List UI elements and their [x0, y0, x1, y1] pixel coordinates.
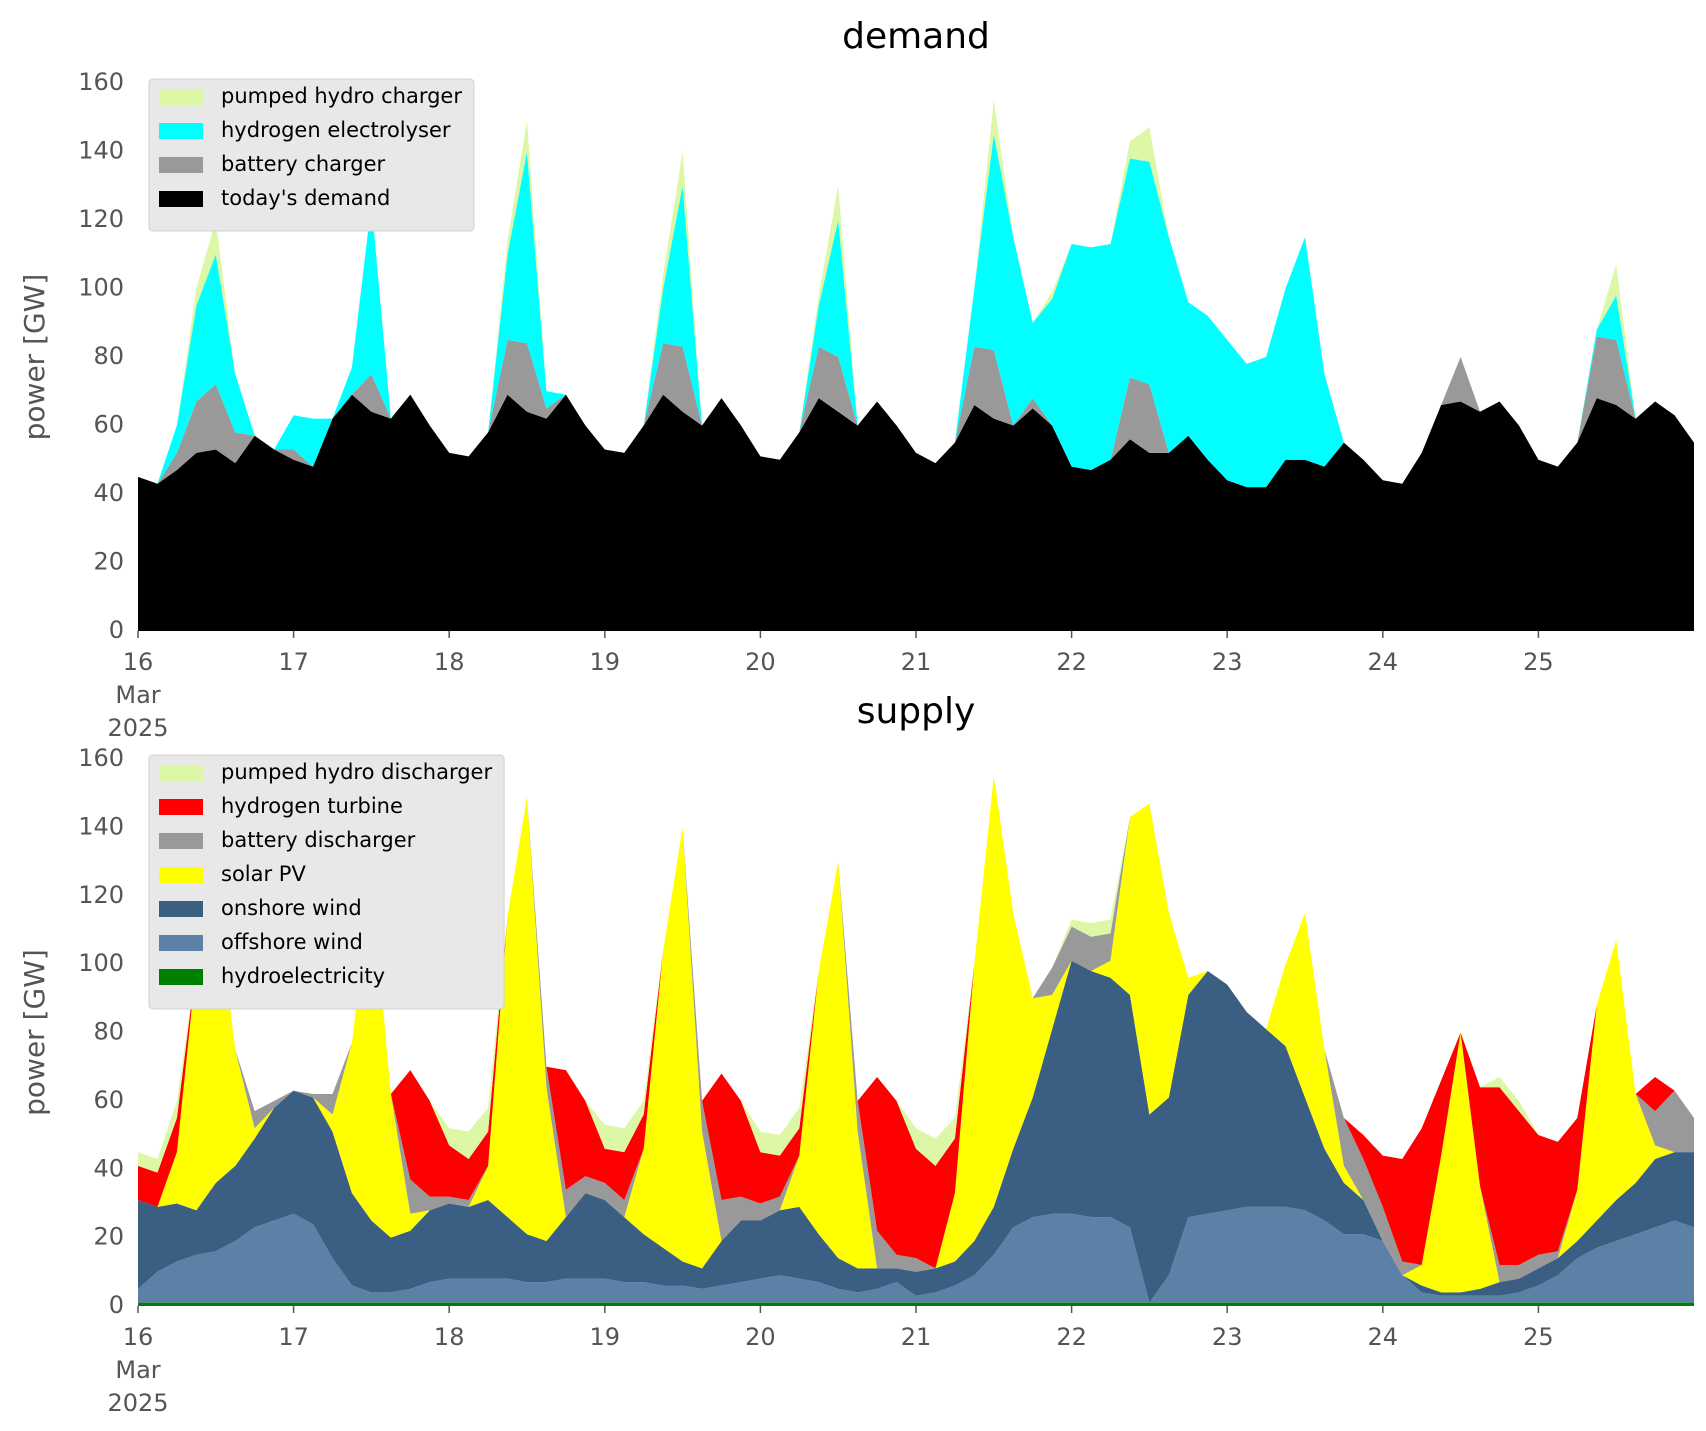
y-tick-label: 80 — [93, 342, 124, 370]
y-tick-label: 140 — [78, 812, 124, 840]
y-tick-label: 160 — [78, 744, 124, 772]
legend-label: offshore wind — [221, 930, 363, 954]
tick-label-line: 18 — [434, 1323, 465, 1351]
y-tick-label: 140 — [78, 137, 124, 165]
y-tick-label: 60 — [93, 411, 124, 439]
y-tick-label: 40 — [93, 479, 124, 507]
legend-label: today's demand — [221, 186, 390, 210]
tick-label-line: 2025 — [107, 1389, 168, 1417]
tick-label-line: 23 — [1212, 1323, 1243, 1351]
x-tick-label: 23 — [1212, 648, 1243, 676]
x-tick-label: 24 — [1368, 648, 1399, 676]
y-tick-label: 80 — [93, 1018, 124, 1046]
tick-label-line: 18 — [434, 648, 465, 676]
x-tick-label: 22 — [1056, 648, 1087, 676]
y-tick-label: 40 — [93, 1154, 124, 1182]
area — [138, 336, 1694, 488]
x-tick-label: 24 — [1368, 1323, 1399, 1351]
legend-box — [148, 78, 475, 232]
tick-label-line: 25 — [1523, 648, 1554, 676]
tick-label-line: 19 — [590, 648, 621, 676]
legend-swatch — [159, 191, 203, 207]
y-tick-label: 0 — [109, 1291, 124, 1319]
tick-label-line: 24 — [1368, 1323, 1399, 1351]
x-tick-label: 19 — [590, 1323, 621, 1351]
tick-label-line: 22 — [1056, 648, 1087, 676]
area — [138, 394, 1694, 631]
y-axis-label: power [GW] — [18, 949, 51, 1116]
legend-swatch — [159, 157, 203, 173]
legend-swatch — [159, 799, 203, 815]
legend-label: solar PV — [221, 862, 306, 886]
tick-label-line: 23 — [1212, 648, 1243, 676]
x-tick-label: 20 — [745, 1323, 776, 1351]
legend-swatch — [159, 833, 203, 849]
y-tick-label: 160 — [78, 68, 124, 96]
y-tick-label: 120 — [78, 205, 124, 233]
chart-title: demand — [842, 16, 990, 57]
x-tick-label: 16 Mar 2025 — [107, 648, 168, 742]
x-tick-label: 17 — [278, 648, 309, 676]
y-tick-label: 120 — [78, 881, 124, 909]
legend-swatch — [159, 935, 203, 951]
tick-label-line: Mar — [115, 681, 160, 709]
x-tick-label: 17 — [278, 1323, 309, 1351]
legend-swatch — [159, 901, 203, 917]
legend-swatch — [159, 765, 203, 781]
legend-label: battery discharger — [221, 828, 416, 852]
area — [138, 134, 1694, 488]
legend-label: onshore wind — [221, 896, 362, 920]
y-tick-label: 60 — [93, 1086, 124, 1114]
x-tick-label: 18 — [434, 648, 465, 676]
tick-label-line: Mar — [115, 1356, 160, 1384]
x-tick-label: 18 — [434, 1323, 465, 1351]
chart-title: supply — [857, 691, 976, 732]
x-tick-label: 21 — [901, 1323, 932, 1351]
legend-label: hydroelectricity — [221, 964, 385, 988]
tick-label-line: 21 — [901, 648, 932, 676]
y-tick-label: 20 — [93, 1223, 124, 1251]
area — [138, 1206, 1694, 1303]
legend-label: pumped hydro discharger — [221, 760, 492, 784]
tick-label-line: 21 — [901, 1323, 932, 1351]
tick-label-line: 20 — [745, 1323, 776, 1351]
tick-label-line: 16 — [123, 1323, 154, 1351]
tick-label-line: 17 — [278, 1323, 309, 1351]
x-tick-label: 23 — [1212, 1323, 1243, 1351]
tick-label-line: 20 — [745, 648, 776, 676]
legend-label: pumped hydro charger — [221, 84, 462, 108]
legend-swatch — [159, 969, 203, 985]
tick-label-line: 24 — [1368, 648, 1399, 676]
legend-label: battery charger — [221, 152, 386, 176]
legend-swatch — [159, 89, 203, 105]
x-tick-label: 25 — [1523, 1323, 1554, 1351]
y-axis-label: power [GW] — [18, 274, 51, 441]
legend-label: hydrogen turbine — [221, 794, 403, 818]
x-tick-label: 21 — [901, 648, 932, 676]
area — [138, 776, 1694, 1269]
area — [138, 776, 1694, 1293]
tick-label-line: 16 — [123, 648, 154, 676]
x-tick-label: 25 — [1523, 648, 1554, 676]
x-tick-label: 19 — [590, 648, 621, 676]
y-tick-label: 100 — [78, 949, 124, 977]
tick-label-line: 25 — [1523, 1323, 1554, 1351]
y-tick-label: 20 — [93, 548, 124, 576]
x-tick-label: 22 — [1056, 1323, 1087, 1351]
legend-box — [148, 754, 505, 1010]
tick-label-line: 19 — [590, 1323, 621, 1351]
x-tick-label: 20 — [745, 648, 776, 676]
tick-label-line: 17 — [278, 648, 309, 676]
y-tick-label: 0 — [109, 616, 124, 644]
x-tick-label: 16 Mar 2025 — [107, 1323, 168, 1417]
legend-swatch — [159, 867, 203, 883]
tick-label-line: 2025 — [107, 714, 168, 742]
area — [138, 960, 1694, 1303]
y-tick-label: 100 — [78, 274, 124, 302]
tick-label-line: 22 — [1056, 1323, 1087, 1351]
area — [138, 1302, 1694, 1306]
legend-swatch — [159, 123, 203, 139]
legend-label: hydrogen electrolyser — [221, 118, 451, 142]
